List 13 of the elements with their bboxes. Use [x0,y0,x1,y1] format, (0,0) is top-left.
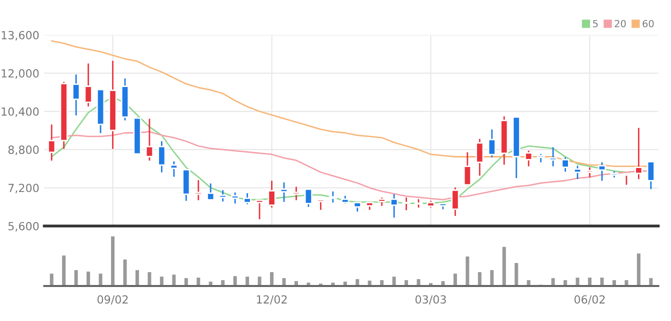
y-tick-label: 10,400 [2,107,39,117]
y-tick-label: 5,600 [8,222,39,232]
x-tick-label: 03/03 [415,295,446,305]
legend-label: 60 [642,20,654,28]
y-tick-label: 7,200 [8,184,39,194]
x-tick-label: 06/02 [574,295,605,305]
y-tick-label: 8,800 [8,146,39,156]
x-tick-label: 09/02 [98,295,128,305]
legend-label: 20 [614,20,626,28]
y-tick-label: 13,600 [2,30,39,40]
y-tick-label: 12,000 [2,69,39,79]
x-tick-label: 12/02 [256,295,287,305]
legend-label: 5 [593,20,598,28]
